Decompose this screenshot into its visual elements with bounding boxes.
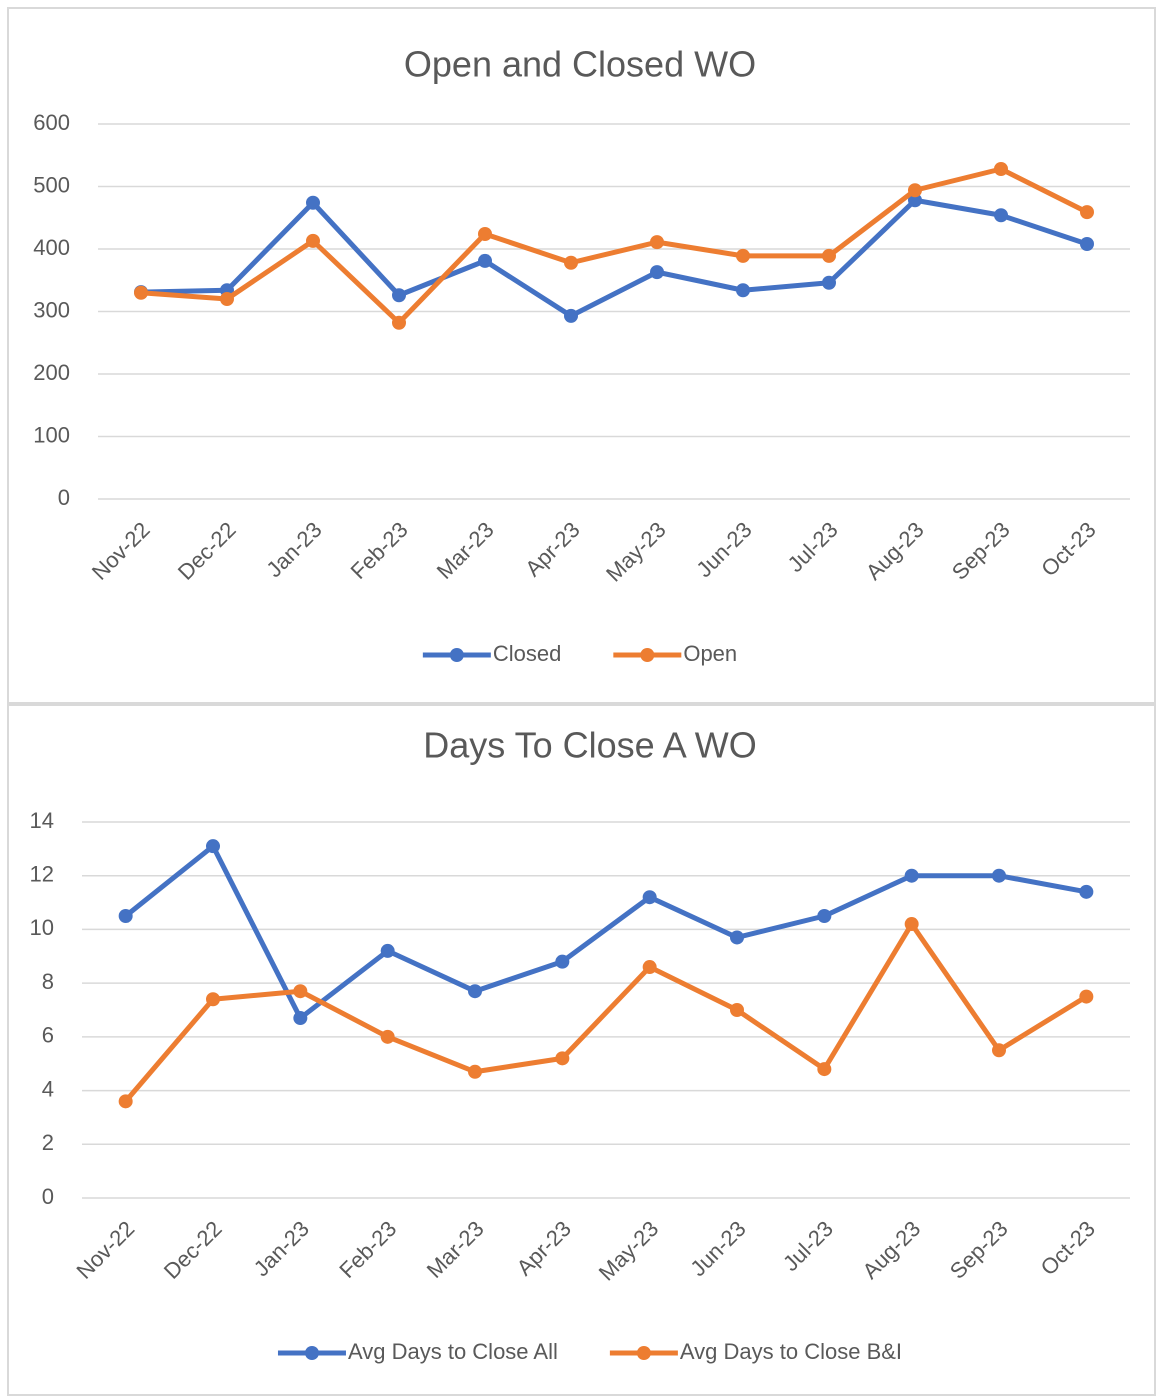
data-point (468, 984, 482, 999)
legend-marker (640, 648, 655, 662)
y-tick-label: 200 (33, 360, 70, 385)
chart-title: Open and Closed WO (404, 44, 756, 85)
data-point (908, 183, 922, 198)
data-point (306, 233, 320, 248)
chart-frame (7, 704, 1156, 1396)
y-tick-label: 12 (30, 862, 54, 887)
data-point (1080, 237, 1094, 251)
legend: Avg Days to Close All Avg Days to Close B… (277, 1339, 902, 1364)
data-point (822, 248, 836, 263)
data-point (206, 839, 220, 854)
legend-label: Open (683, 641, 737, 666)
y-tick-label: 8 (42, 969, 54, 994)
y-tick-label: 14 (30, 808, 54, 833)
y-tick-label: 10 (30, 915, 54, 940)
y-tick-label: 400 (33, 235, 70, 260)
data-point (118, 1094, 133, 1109)
data-point (380, 1029, 395, 1044)
data-point (478, 253, 492, 268)
data-point (206, 992, 220, 1007)
chart-title: Days To Close A WO (423, 725, 756, 766)
series-line (140, 197, 1088, 319)
data-point (1080, 205, 1094, 220)
data-point (822, 275, 836, 290)
data-point (736, 248, 750, 263)
series-line (140, 166, 1089, 326)
data-point (564, 255, 578, 270)
y-tick-label: 300 (33, 297, 70, 322)
data-point (736, 283, 750, 298)
data-point (817, 909, 832, 923)
legend-label: Avg Days to Close All (348, 1339, 558, 1364)
data-point (478, 227, 492, 241)
data-point (468, 1064, 482, 1079)
data-point (1079, 884, 1094, 899)
legend-label: Closed (493, 641, 561, 666)
data-point (306, 195, 320, 210)
data-point (994, 162, 1008, 176)
y-tick-label: 2 (42, 1130, 54, 1155)
data-point (908, 193, 922, 208)
data-point (642, 890, 657, 905)
legend: Closed Open (422, 641, 737, 666)
data-point (817, 1062, 832, 1077)
y-tick-label: 0 (58, 485, 70, 510)
data-point (555, 954, 570, 969)
legend-label: Avg Days to Close B&I (680, 1339, 902, 1364)
y-tick-label: 0 (42, 1184, 54, 1209)
data-point (642, 960, 657, 975)
y-tick-label: 4 (42, 1076, 54, 1101)
data-point (380, 943, 395, 958)
y-tick-label: 6 (42, 1023, 54, 1048)
legend-marker (449, 648, 464, 662)
legend-marker (304, 1346, 319, 1360)
data-point (994, 208, 1008, 223)
data-point (293, 984, 308, 999)
data-point (904, 917, 919, 932)
data-point (1079, 989, 1094, 1004)
data-point (730, 930, 744, 945)
data-point (220, 292, 234, 306)
data-point (392, 288, 406, 303)
data-point (650, 265, 664, 280)
data-point (134, 285, 148, 300)
y-tick-label: 500 (33, 172, 70, 197)
data-point (992, 868, 1006, 883)
chart-frame (7, 7, 1156, 704)
data-point (730, 1003, 744, 1017)
data-point (392, 315, 406, 330)
data-point (118, 909, 133, 923)
data-point (904, 868, 919, 883)
data-point (650, 235, 664, 250)
y-tick-label: 600 (33, 110, 70, 135)
legend-marker (636, 1346, 651, 1360)
data-point (564, 308, 578, 323)
data-point (293, 1011, 308, 1026)
series-line (124, 843, 1087, 1021)
series-line (123, 921, 1088, 1103)
y-tick-label: 100 (33, 422, 70, 447)
data-point (992, 1043, 1006, 1058)
data-point (555, 1051, 570, 1066)
